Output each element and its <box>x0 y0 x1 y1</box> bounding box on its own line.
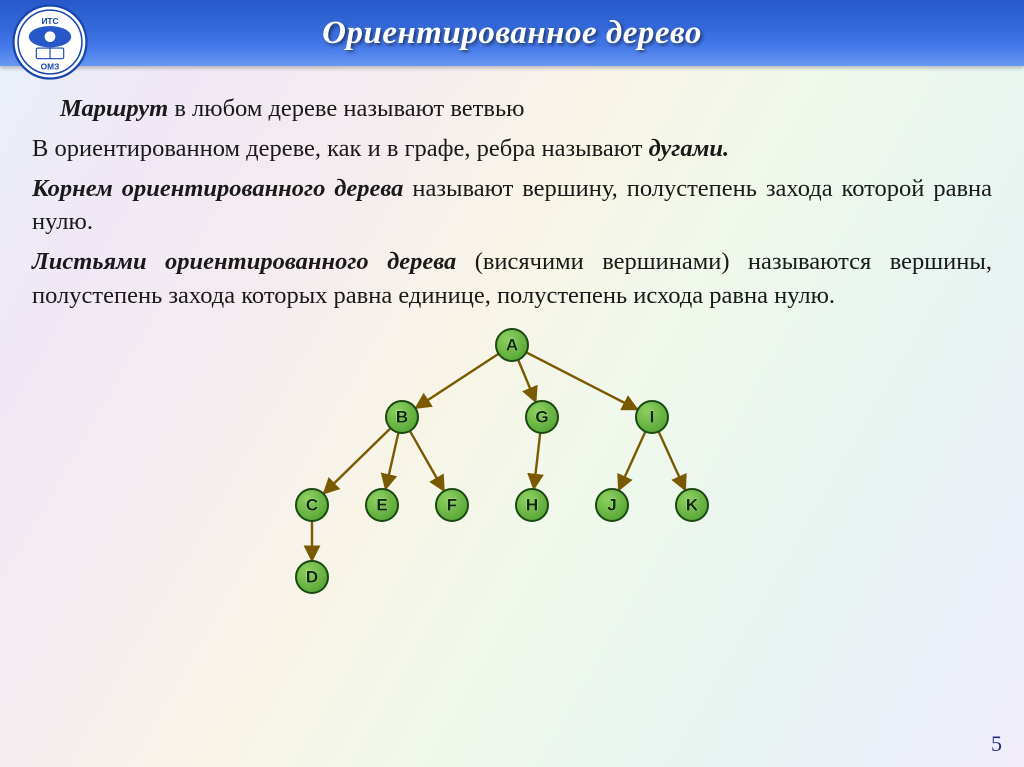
svg-text:A: A <box>506 335 518 354</box>
tree-edge <box>518 360 535 401</box>
svg-text:J: J <box>607 495 616 514</box>
tree-edge <box>619 431 645 488</box>
slide-title: Ориентированное дерево <box>322 15 702 52</box>
tree-diagram: A B G I C E F H J K D <box>252 319 772 599</box>
paragraph-2: В ориентированном дереве, как и в графе,… <box>32 132 992 166</box>
tree-edge <box>325 428 391 492</box>
svg-text:ИТС: ИТС <box>41 16 58 26</box>
tree-node-a: A <box>496 329 528 361</box>
tree-diagram-wrap: A B G I C E F H J K D <box>0 319 1024 599</box>
tree-node-f: F <box>436 489 468 521</box>
svg-text:H: H <box>526 495 538 514</box>
tree-node-d: D <box>296 561 328 593</box>
svg-text:I: I <box>650 407 655 426</box>
page-number: 5 <box>991 731 1002 757</box>
term-marshrut: Маршрут <box>60 95 168 122</box>
tree-edge <box>534 433 540 487</box>
header-bar: ИТС ОМЗ Ориентированное дерево <box>0 0 1024 66</box>
tree-node-k: K <box>676 489 708 521</box>
tree-node-c: C <box>296 489 328 521</box>
slide: ИТС ОМЗ Ориентированное дерево Маршрут в… <box>0 0 1024 767</box>
svg-text:G: G <box>535 407 548 426</box>
tree-edge <box>410 431 443 489</box>
tree-node-h: H <box>516 489 548 521</box>
svg-text:F: F <box>447 495 457 514</box>
body-text: Маршрут в любом дереве называют ветвью В… <box>0 66 1024 313</box>
tree-node-i: I <box>636 401 668 433</box>
term-listyami: Листьями ориентированного дерева <box>32 248 456 275</box>
tree-edge <box>659 431 685 488</box>
paragraph-4: Листьями ориентированного дерева (висячи… <box>32 245 992 313</box>
term-kornem: Корнем ориентированного дерева <box>32 175 403 202</box>
svg-text:E: E <box>376 495 387 514</box>
paragraph-3: Корнем ориентированного дерева называют … <box>32 172 992 240</box>
tree-node-e: E <box>366 489 398 521</box>
term-dugami: дугами. <box>649 135 730 162</box>
paragraph-1: Маршрут в любом дереве называют ветвью <box>32 92 992 126</box>
svg-text:K: K <box>686 495 699 514</box>
logo-icon: ИТС ОМЗ <box>12 4 88 80</box>
tree-node-j: J <box>596 489 628 521</box>
tree-edge <box>386 432 398 487</box>
svg-text:C: C <box>306 495 318 514</box>
svg-text:ОМЗ: ОМЗ <box>41 61 60 71</box>
tree-edge <box>417 354 499 407</box>
tree-node-b: B <box>386 401 418 433</box>
tree-node-g: G <box>526 401 558 433</box>
svg-text:B: B <box>396 407 408 426</box>
svg-text:D: D <box>306 567 318 586</box>
